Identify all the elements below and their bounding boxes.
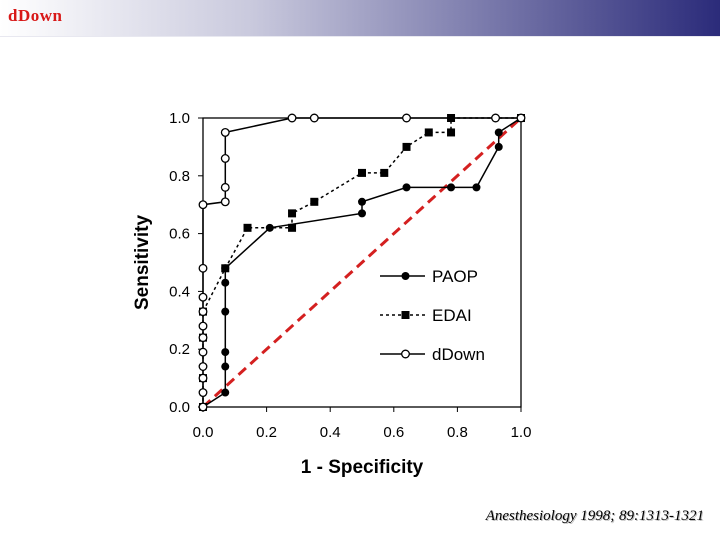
- data-point: [198, 263, 208, 273]
- data-point: [198, 307, 208, 317]
- data-point: [220, 182, 230, 192]
- data-point: [198, 292, 208, 302]
- data-point: [491, 113, 501, 123]
- data-point: [288, 223, 297, 232]
- data-point: [220, 127, 230, 137]
- x-axis-title: 1 - Specificity: [301, 457, 424, 478]
- slide-title: dDown: [8, 6, 63, 25]
- x-tick-label: 0.8: [447, 424, 468, 441]
- legend-item-paop: PAOP: [380, 267, 478, 286]
- y-tick-label: 0.6: [169, 226, 190, 243]
- data-point: [424, 128, 433, 137]
- legend-marker: [401, 272, 410, 280]
- data-point: [380, 168, 389, 177]
- data-point: [221, 362, 230, 371]
- data-point: [198, 362, 208, 371]
- legend-marker: [401, 349, 410, 359]
- title-divider: [0, 36, 720, 37]
- y-tick-label: 0.0: [169, 399, 190, 416]
- data-point: [309, 113, 319, 123]
- reference-diagonal: [201, 116, 523, 409]
- data-point: [198, 333, 208, 343]
- data-point: [402, 183, 411, 192]
- series-ddown: [198, 113, 526, 412]
- x-tick-label: 0.4: [320, 424, 341, 441]
- y-tick-label: 1.0: [169, 110, 190, 127]
- data-point: [221, 278, 230, 287]
- data-point: [472, 183, 481, 192]
- data-point: [221, 264, 230, 273]
- data-point: [402, 142, 411, 151]
- data-point: [358, 209, 366, 218]
- y-tick-label: 0.8: [169, 168, 190, 185]
- citation: Anesthesiology 1998; 89:1313-1321: [485, 508, 704, 524]
- legend-label: EDAI: [432, 306, 472, 325]
- title-bar: dDown: [0, 0, 720, 36]
- data-point: [447, 128, 456, 137]
- data-point: [221, 348, 230, 357]
- data-point: [221, 307, 230, 316]
- data-point: [494, 128, 503, 137]
- legend-label: PAOP: [432, 267, 478, 286]
- legend-marker: [401, 311, 410, 319]
- data-point: [288, 209, 297, 218]
- data-point: [198, 347, 208, 357]
- data-point: [198, 200, 208, 210]
- data-point: [198, 373, 208, 383]
- data-point: [402, 113, 411, 123]
- legend-label: dDown: [432, 345, 485, 364]
- data-point: [447, 183, 456, 192]
- data-point: [198, 321, 208, 331]
- data-point: [198, 402, 208, 412]
- data-point: [516, 113, 526, 123]
- x-tick-label: 0.2: [256, 424, 277, 441]
- data-point: [494, 142, 503, 151]
- y-tick-label: 0.4: [169, 283, 190, 300]
- y-tick-label: 0.2: [169, 341, 190, 358]
- data-point: [358, 168, 366, 177]
- x-tick-label: 1.0: [511, 424, 532, 441]
- data-point: [243, 223, 252, 232]
- x-tick-label: 0.6: [383, 424, 404, 441]
- y-axis-title: Sensitivity: [132, 215, 153, 310]
- data-point: [358, 197, 366, 206]
- x-tick-label: 0.0: [193, 424, 214, 441]
- data-point: [310, 197, 319, 206]
- data-point: [220, 154, 230, 163]
- legend-item-edai: EDAI: [380, 306, 472, 325]
- series-line-paop: [202, 117, 522, 408]
- data-point: [220, 197, 230, 207]
- data-point: [198, 388, 208, 397]
- data-point: [221, 388, 230, 397]
- data-point: [287, 113, 297, 123]
- legend-item-ddown: dDown: [380, 345, 485, 364]
